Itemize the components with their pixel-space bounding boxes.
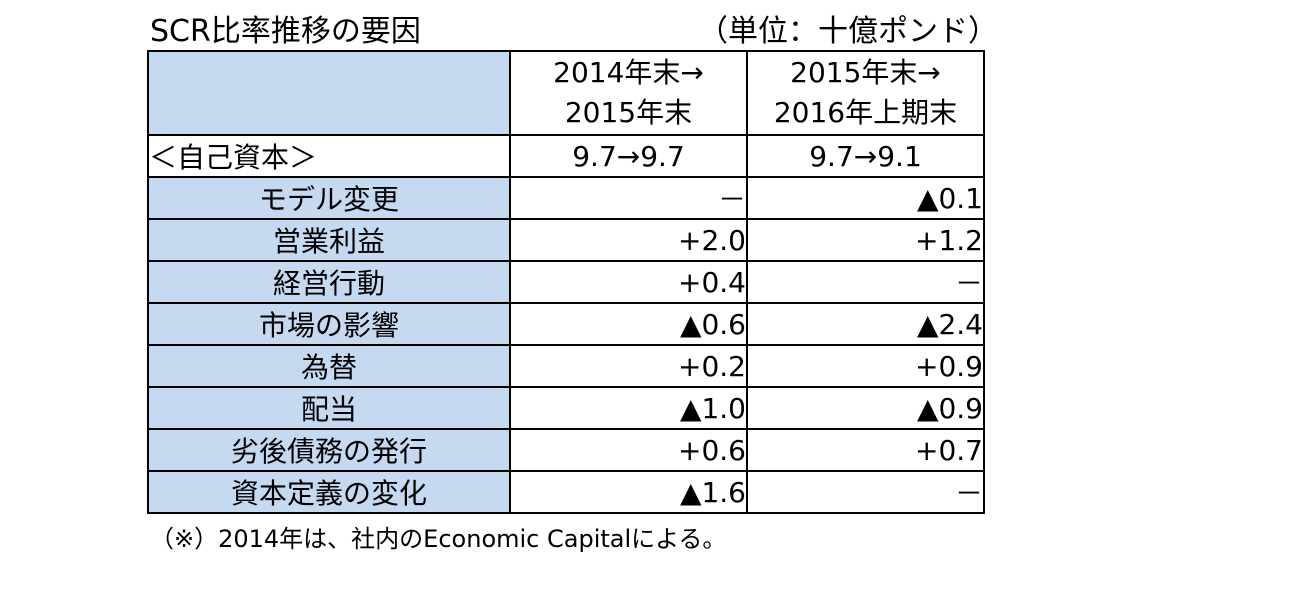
table-row: 経営行動 +0.4 － xyxy=(147,260,985,304)
row-value: +0.6 xyxy=(509,428,748,472)
scr-factor-table: 2014年末→ 2015年末 2015年末→ 2016年上期末 ＜自己資本＞ 9… xyxy=(147,50,985,514)
row-label: 市場の影響 xyxy=(147,302,511,346)
row-value: +0.4 xyxy=(509,260,748,304)
row-value: － xyxy=(509,176,748,220)
table-row: 営業利益 +2.0 +1.2 xyxy=(147,218,985,262)
row-label: 経営行動 xyxy=(147,260,511,304)
row-value: +2.0 xyxy=(509,218,748,262)
section-value: 9.7→9.1 xyxy=(746,134,985,178)
row-label: 資本定義の変化 xyxy=(147,470,511,514)
row-label: モデル変更 xyxy=(147,176,511,220)
table-row: 劣後債務の発行 +0.6 +0.7 xyxy=(147,428,985,472)
column-header-line1: 2015年末→ xyxy=(790,56,941,89)
column-header-line2: 2015年末 xyxy=(564,96,693,129)
row-value: +0.9 xyxy=(746,344,985,388)
row-value: ▲2.4 xyxy=(746,302,985,346)
column-header-line1: 2014年末→ xyxy=(553,56,704,89)
unit-label: （単位：十億ポンド） xyxy=(698,14,998,49)
row-value: － xyxy=(746,260,985,304)
section-value: 9.7→9.7 xyxy=(509,134,748,178)
column-header-line2: 2016年上期末 xyxy=(773,96,958,129)
row-value: ▲0.9 xyxy=(746,386,985,430)
row-label: 劣後債務の発行 xyxy=(147,428,511,472)
section-label: ＜自己資本＞ xyxy=(147,134,511,178)
row-label: 営業利益 xyxy=(147,218,511,262)
row-value: +0.7 xyxy=(746,428,985,472)
row-value: ▲0.1 xyxy=(746,176,985,220)
row-value: ▲1.0 xyxy=(509,386,748,430)
column-header-2016h1: 2015年末→ 2016年上期末 xyxy=(746,50,985,136)
table-row: モデル変更 － ▲0.1 xyxy=(147,176,985,220)
table-row: 市場の影響 ▲0.6 ▲2.4 xyxy=(147,302,985,346)
column-header-2015: 2014年末→ 2015年末 xyxy=(509,50,748,136)
table-title: SCR比率推移の要因 xyxy=(150,14,421,49)
row-value: ▲1.6 xyxy=(509,470,748,514)
row-value: +1.2 xyxy=(746,218,985,262)
row-label: 配当 xyxy=(147,386,511,430)
header-corner xyxy=(147,50,511,136)
row-value: +0.2 xyxy=(509,344,748,388)
table-row: 配当 ▲1.0 ▲0.9 xyxy=(147,386,985,430)
row-value: － xyxy=(746,470,985,514)
row-label: 為替 xyxy=(147,344,511,388)
row-value: ▲0.6 xyxy=(509,302,748,346)
table-row: 為替 +0.2 +0.9 xyxy=(147,344,985,388)
table-row: 資本定義の変化 ▲1.6 － xyxy=(147,470,985,514)
footnote: （※）2014年は、社内のEconomic Capitalによる。 xyxy=(150,525,727,553)
header-row: 2014年末→ 2015年末 2015年末→ 2016年上期末 xyxy=(147,50,985,136)
section-row-capital: ＜自己資本＞ 9.7→9.7 9.7→9.1 xyxy=(147,134,985,178)
